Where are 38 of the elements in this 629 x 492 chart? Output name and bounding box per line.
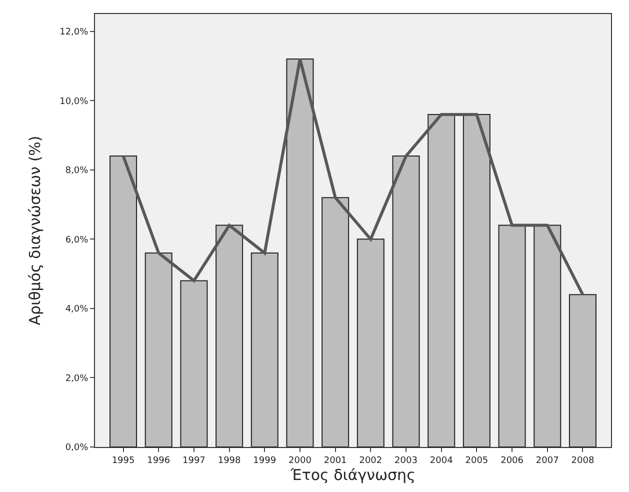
x-tick-label: 2005 — [465, 456, 488, 466]
x-tick-label: 2003 — [394, 456, 418, 466]
bar — [498, 224, 526, 447]
x-tick-label: 2008 — [571, 456, 594, 466]
bar — [356, 238, 384, 447]
y-tick-label: 2,0% — [65, 374, 89, 384]
y-tick-label: 4,0% — [65, 304, 89, 315]
x-tick-label: 1996 — [147, 456, 170, 466]
bar — [180, 280, 208, 447]
y-axis-title: Αριθμός διαγνώσεων (%) — [26, 136, 44, 326]
y-tick-label: 10,0% — [60, 96, 89, 107]
x-tick-label: 2002 — [359, 456, 382, 466]
bar — [250, 252, 278, 447]
x-tick-label: 1995 — [112, 456, 135, 466]
x-tick-label: 1999 — [253, 456, 276, 466]
bar — [144, 252, 172, 447]
bar — [568, 294, 596, 447]
y-tick-label: 12,0% — [60, 27, 89, 38]
bar — [216, 224, 244, 447]
y-tick-label: 8,0% — [65, 166, 89, 176]
y-tick-label: 0,0% — [65, 443, 89, 454]
x-axis-title: Έτος διάγνωσης — [290, 466, 416, 484]
bar — [110, 156, 138, 447]
bar — [322, 197, 350, 447]
x-tick-label: 2007 — [536, 456, 559, 466]
bar — [534, 224, 562, 447]
x-tick-label: 2004 — [430, 456, 454, 466]
x-tick-label: 2006 — [500, 456, 524, 466]
bar — [286, 58, 314, 447]
line-series — [122, 58, 584, 296]
bar — [462, 114, 490, 447]
x-tick-label: 2000 — [288, 456, 312, 466]
x-tick-label: 1998 — [218, 456, 242, 466]
y-tick-label: 6,0% — [65, 235, 89, 246]
bar — [428, 114, 456, 447]
x-tick-label: 2001 — [324, 456, 347, 466]
x-tick-label: 1997 — [182, 456, 206, 466]
bar — [392, 156, 420, 447]
